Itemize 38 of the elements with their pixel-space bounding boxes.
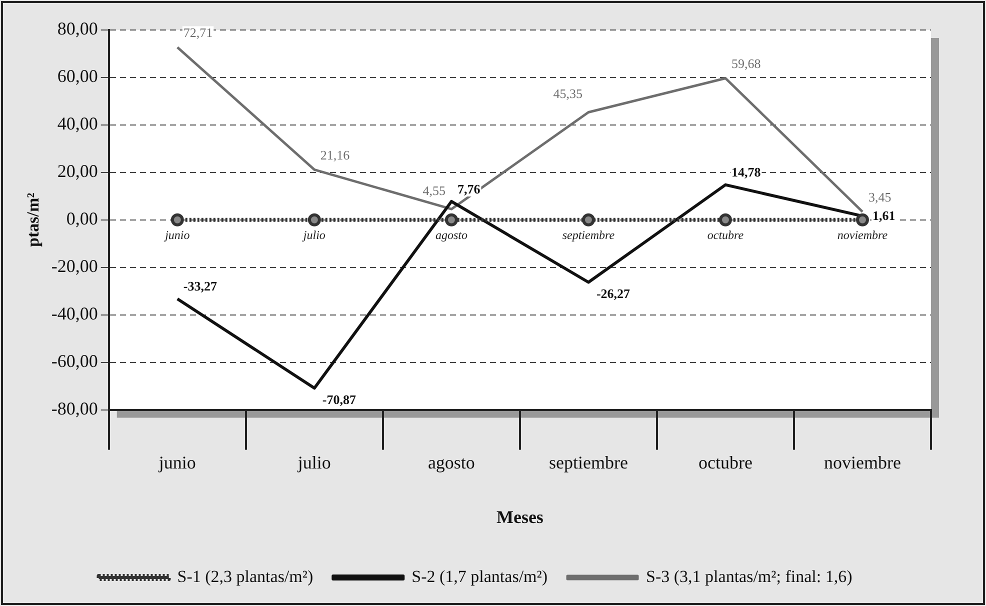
data-label: 3,45 (868, 190, 892, 205)
data-label: -70,87 (322, 392, 356, 407)
x-axis-title: Meses (496, 506, 544, 527)
data-label: -26,27 (596, 286, 631, 302)
annotation: septiembre (562, 228, 616, 242)
y-tick-label: -40,00 (51, 304, 98, 324)
data-label: 14,78 (731, 164, 762, 180)
data-label: 21,16 (320, 148, 350, 163)
data-label: 72,71 (183, 25, 213, 40)
y-tick-label: 40,00 (57, 114, 98, 134)
x-tick-label: julio (296, 452, 331, 472)
x-tick-label: octubre (698, 452, 752, 472)
x-tick-label: septiembre (548, 452, 628, 472)
x-tick-label: agosto (428, 452, 475, 472)
y-tick-label: -60,00 (51, 351, 98, 372)
annotation: julio (301, 228, 326, 242)
data-label: 4,55 (422, 183, 446, 198)
y-tick-label: 60,00 (57, 66, 98, 86)
annotation: octubre (707, 228, 744, 242)
data-label: 45,35 (553, 86, 582, 102)
y-tick-label: 80,00 (57, 18, 98, 39)
annotation: junio (163, 228, 190, 242)
annotation: agosto (435, 228, 468, 242)
data-label: 7,76 (457, 181, 481, 196)
y-tick-label: 0,00 (66, 208, 98, 229)
data-label: -33,27 (183, 278, 218, 294)
legend-label: S-1 (2,3 plantas/m²) (177, 566, 314, 586)
annotation: noviembre (837, 228, 888, 242)
legend-label: S-3 (3,1 plantas/m²; final: 1,6) (646, 566, 852, 586)
x-tick-label: junio (158, 452, 196, 472)
y-tick-label: -20,00 (51, 256, 98, 276)
y-tick-label: -80,00 (51, 398, 98, 419)
data-label: 1,61 (872, 208, 896, 223)
x-tick-label: noviembre (824, 452, 901, 472)
data-label: 59,68 (731, 56, 761, 72)
legend-label: S-2 (1,7 plantas/m²) (412, 566, 548, 586)
y-axis-title: ptas/m² (24, 192, 43, 248)
y-tick-label: 20,00 (57, 161, 98, 182)
